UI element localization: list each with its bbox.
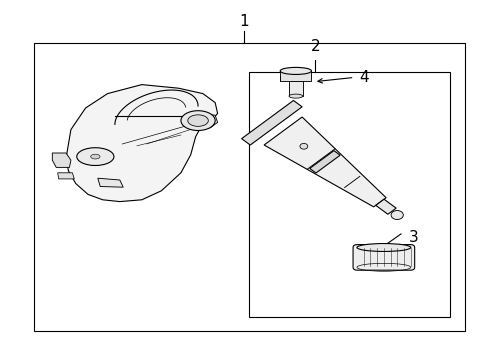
Text: 3: 3 [407, 230, 417, 245]
Ellipse shape [288, 94, 302, 98]
Ellipse shape [91, 154, 100, 159]
Polygon shape [288, 81, 302, 96]
Ellipse shape [299, 143, 307, 149]
Ellipse shape [390, 211, 403, 220]
Polygon shape [241, 100, 302, 145]
Ellipse shape [356, 244, 410, 251]
Ellipse shape [280, 67, 311, 75]
Text: 1: 1 [239, 14, 249, 29]
Polygon shape [198, 113, 217, 128]
Polygon shape [280, 71, 311, 81]
Text: 2: 2 [310, 39, 320, 54]
Ellipse shape [187, 115, 208, 126]
Ellipse shape [77, 148, 114, 166]
FancyBboxPatch shape [352, 245, 414, 270]
Polygon shape [264, 117, 386, 207]
Polygon shape [52, 153, 71, 167]
Ellipse shape [181, 111, 215, 131]
Bar [249, 72, 449, 317]
Polygon shape [309, 150, 340, 173]
Polygon shape [66, 85, 217, 202]
Text: 4: 4 [359, 70, 368, 85]
Bar [34, 43, 464, 331]
Polygon shape [98, 178, 123, 187]
Polygon shape [375, 199, 395, 214]
Polygon shape [58, 173, 74, 179]
